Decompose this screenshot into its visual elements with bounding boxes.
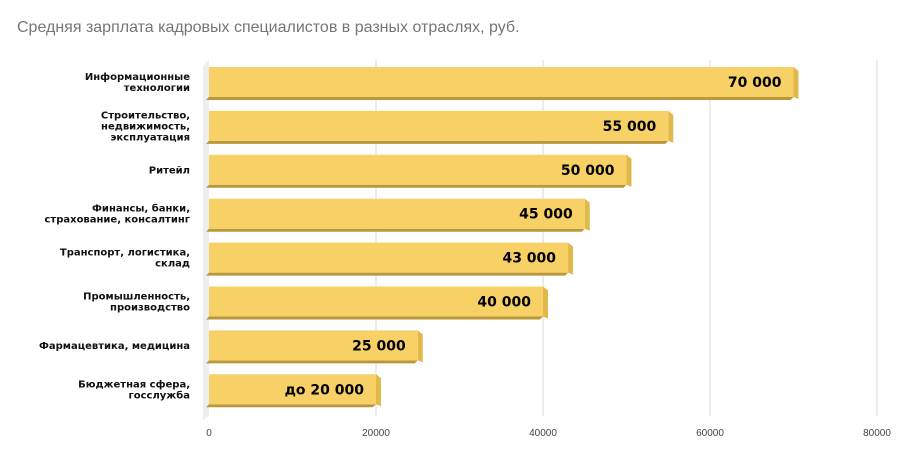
bar bbox=[209, 110, 669, 141]
bar-side-face bbox=[668, 110, 674, 143]
bar bbox=[209, 198, 585, 229]
data-label: 25 000 bbox=[352, 338, 406, 354]
bar-bottom-face bbox=[206, 360, 418, 364]
data-label: 50 000 bbox=[561, 163, 615, 179]
category-label: эксплуатация bbox=[110, 132, 190, 143]
data-label: 45 000 bbox=[519, 207, 573, 223]
bar bbox=[209, 242, 569, 273]
bar-bottom-face bbox=[206, 97, 794, 100]
chart-title: Средняя зарплата кадровых специалистов в… bbox=[17, 19, 520, 36]
bar bbox=[209, 330, 418, 361]
x-tick-label: 80000 bbox=[863, 428, 891, 439]
category-label: Информационные bbox=[85, 71, 190, 83]
bar bbox=[209, 154, 627, 185]
bar bbox=[209, 67, 794, 97]
bar-side-face bbox=[626, 154, 632, 187]
data-label: 70 000 bbox=[728, 75, 782, 91]
x-tick-label: 0 bbox=[206, 428, 212, 439]
bar-bottom-face bbox=[206, 272, 569, 276]
category-label: страхование, консалтинг bbox=[44, 215, 190, 226]
bar-side-face bbox=[417, 330, 423, 363]
bar-bottom-face bbox=[206, 404, 376, 408]
bar bbox=[209, 286, 543, 317]
bar-bottom-face bbox=[206, 228, 585, 232]
category-label: Бюджетная сфера, bbox=[78, 378, 190, 390]
bar-bottom-face bbox=[206, 184, 627, 188]
bar-side-face bbox=[568, 242, 574, 275]
bar-side-face bbox=[376, 374, 381, 407]
bar-bottom-face bbox=[206, 316, 543, 320]
category-label: госслужба bbox=[129, 389, 190, 401]
category-label: Ритейл bbox=[149, 165, 190, 176]
category-label: склад bbox=[155, 259, 190, 270]
category-label: Финансы, банки, bbox=[92, 203, 190, 215]
x-tick-label: 60000 bbox=[696, 428, 724, 439]
category-label: технологии bbox=[124, 83, 190, 94]
category-label: недвижимость, bbox=[101, 121, 190, 132]
category-label: Транспорт, логистика, bbox=[60, 248, 190, 259]
bar-side-face bbox=[793, 67, 799, 99]
x-tick-label: 20000 bbox=[362, 428, 390, 439]
data-label: 55 000 bbox=[603, 119, 657, 135]
category-label: производство bbox=[110, 303, 190, 314]
bar-side-face bbox=[543, 286, 548, 319]
x-tick-label: 40000 bbox=[529, 428, 557, 439]
category-label: Фармацевтика, медицина bbox=[39, 341, 190, 352]
data-label: 40 000 bbox=[477, 295, 531, 311]
data-label: 43 000 bbox=[502, 251, 556, 267]
axis-wall bbox=[203, 60, 209, 420]
bar bbox=[209, 374, 376, 405]
data-label: до 20 000 bbox=[285, 382, 365, 398]
bar-bottom-face bbox=[206, 140, 669, 144]
category-label: Строительство, bbox=[101, 110, 190, 121]
bar-side-face bbox=[584, 198, 590, 231]
category-label: Промышленность, bbox=[83, 292, 190, 303]
